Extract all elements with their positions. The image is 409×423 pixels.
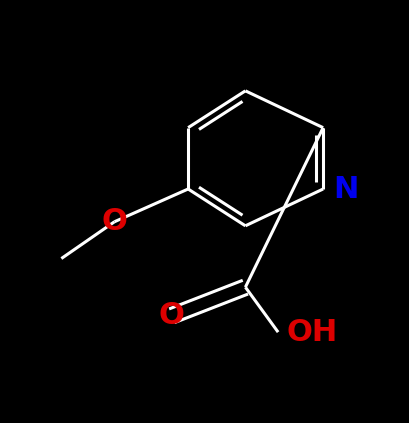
- Text: O: O: [159, 301, 185, 330]
- Text: OH: OH: [286, 318, 337, 347]
- Text: N: N: [333, 175, 359, 203]
- Text: O: O: [101, 207, 128, 236]
